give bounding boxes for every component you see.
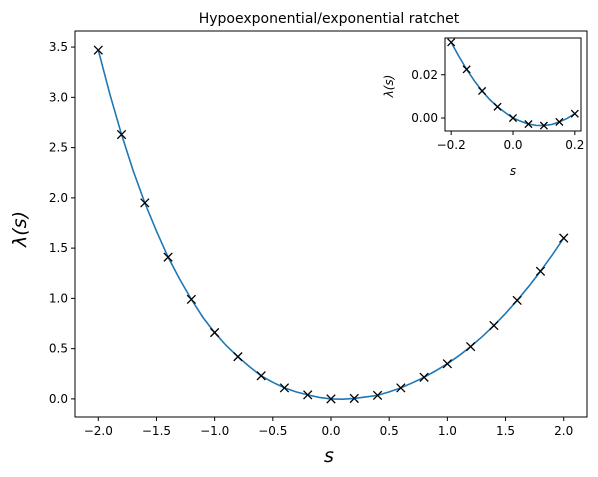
x-tick-label: 0.0 bbox=[321, 424, 340, 438]
inset-data-point-marker bbox=[447, 38, 456, 47]
inset-x-tick-label: 0.2 bbox=[565, 138, 584, 152]
data-point-marker bbox=[559, 233, 569, 243]
x-tick-label: 1.5 bbox=[496, 424, 515, 438]
data-point-marker bbox=[349, 393, 359, 404]
inset-data-point-marker bbox=[539, 121, 548, 130]
y-tick-label: 1.0 bbox=[49, 291, 68, 305]
data-point-marker bbox=[465, 341, 476, 352]
x-tick-label: 1.0 bbox=[438, 424, 457, 438]
data-point-marker bbox=[535, 266, 546, 276]
y-tick-label: 1.5 bbox=[49, 241, 68, 255]
y-tick-label: 2.0 bbox=[49, 191, 68, 205]
x-tick-label: −1.5 bbox=[142, 424, 171, 438]
data-point-marker bbox=[233, 352, 243, 362]
inset-data-point-marker bbox=[570, 109, 579, 118]
plot-area: −2.0 −1.5 −1.0 −0.5 0.0 0.5 1.0 1.5 2.0 0.0 0.5 1.0… bbox=[49, 30, 588, 438]
inset-y-axis-label: λ(s) bbox=[382, 75, 396, 99]
data-point-marker bbox=[116, 129, 127, 140]
inset-y-tick-label: 0.02 bbox=[411, 68, 438, 82]
y-tick-label: 0.5 bbox=[49, 342, 68, 356]
inset-data-point-marker bbox=[508, 113, 518, 123]
y-tick-label: 0.0 bbox=[49, 392, 68, 406]
data-point-marker bbox=[372, 390, 383, 401]
x-axis-label: s bbox=[324, 445, 334, 467]
data-point-marker bbox=[186, 294, 197, 305]
y-axis-label: λ(s) bbox=[9, 211, 31, 248]
data-point-marker bbox=[209, 327, 220, 338]
data-point-marker bbox=[256, 371, 266, 381]
x-tick-label: 0.5 bbox=[380, 424, 399, 438]
data-point-marker bbox=[140, 198, 150, 208]
y-tick-label: 2.5 bbox=[49, 141, 68, 155]
data-point-marker bbox=[419, 372, 429, 382]
x-tick-label: 2.0 bbox=[554, 424, 573, 438]
x-tick-label: −0.5 bbox=[258, 424, 287, 438]
y-tick-label: 3.5 bbox=[49, 40, 68, 54]
data-point-marker bbox=[163, 252, 173, 262]
data-point-marker bbox=[442, 359, 453, 369]
data-point-marker bbox=[303, 390, 313, 400]
inset-data-point-marker bbox=[493, 102, 502, 111]
inset-data-point-marker bbox=[555, 117, 564, 126]
data-point-marker bbox=[93, 45, 103, 55]
data-point-marker bbox=[489, 320, 499, 331]
inset-data-point-marker bbox=[524, 120, 533, 129]
inset-data-point-marker bbox=[462, 65, 471, 74]
data-point-marker bbox=[279, 383, 290, 393]
data-point-marker bbox=[512, 295, 522, 306]
inset-x-axis-label: s bbox=[510, 164, 516, 178]
inset-x-tick-label: −0.2 bbox=[437, 138, 466, 152]
y-tick-label: 3.0 bbox=[49, 90, 68, 104]
inset-y-tick-label: 0.00 bbox=[411, 111, 438, 125]
chart-title: Hypoexponential/exponential ratchet bbox=[199, 11, 460, 27]
data-point-marker bbox=[396, 383, 406, 393]
inset-background bbox=[445, 38, 581, 131]
inset-data-point-marker bbox=[478, 86, 487, 96]
data-point-marker bbox=[326, 394, 336, 404]
x-tick-label: −2.0 bbox=[84, 424, 113, 438]
x-tick-label: −1.0 bbox=[200, 424, 229, 438]
inset-x-tick-label: 0.0 bbox=[503, 138, 522, 152]
inset-plot-area: −0.2 0.0 0.2 0.00 0.02 bbox=[411, 37, 584, 152]
